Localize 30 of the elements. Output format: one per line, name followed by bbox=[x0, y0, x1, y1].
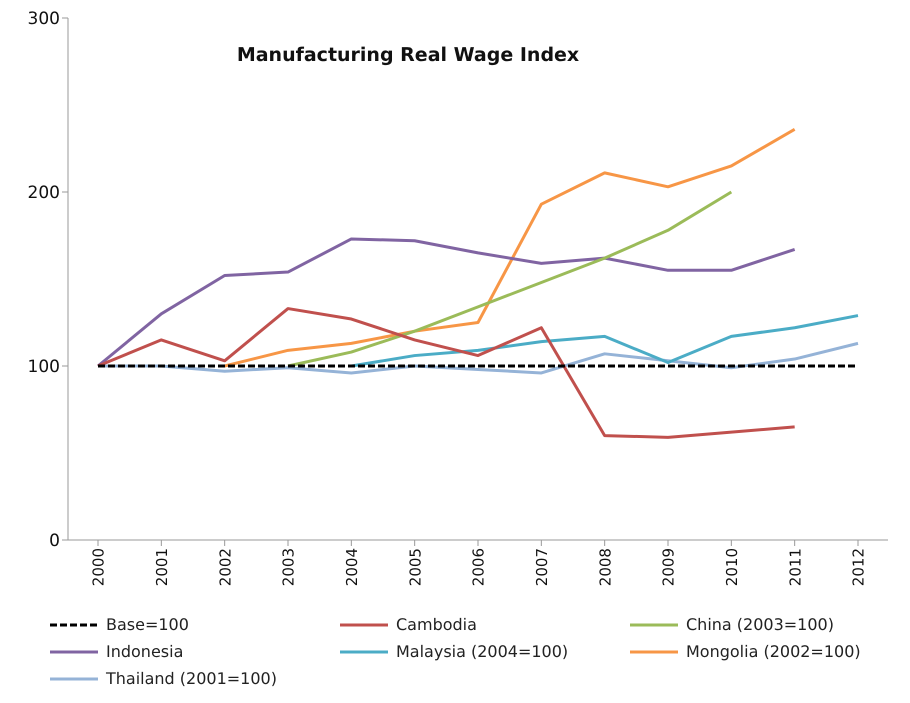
legend-label: Malaysia (2004=100) bbox=[396, 642, 568, 661]
line-series bbox=[223, 128, 796, 368]
legend-label: Thailand (2001=100) bbox=[106, 669, 277, 688]
x-tick-label: 2007 bbox=[532, 548, 551, 586]
x-tick-label: 2008 bbox=[596, 548, 614, 586]
y-tick-label: 300 bbox=[28, 9, 60, 30]
legend-label: Indonesia bbox=[106, 642, 184, 661]
legend-label: China (2003=100) bbox=[686, 615, 834, 634]
legend-label: Base=100 bbox=[106, 615, 189, 634]
x-tick-label: 2003 bbox=[280, 548, 298, 586]
line-series bbox=[350, 314, 860, 368]
x-tick-label: 2004 bbox=[342, 548, 361, 586]
y-tick-label: 100 bbox=[28, 357, 60, 378]
x-tick-label: 2012 bbox=[850, 548, 868, 586]
text: Manufacturing Real Wage Index bbox=[236, 44, 580, 66]
legend-label: Cambodia bbox=[396, 615, 477, 634]
x-tick-label: 2009 bbox=[660, 548, 678, 586]
y-tick-label: 200 bbox=[28, 183, 60, 204]
x-tick-label: 2001 bbox=[152, 548, 171, 586]
x-tick-label: 2000 bbox=[90, 548, 108, 586]
x-tick-label: 2005 bbox=[406, 548, 424, 586]
x-tick-label: 2006 bbox=[470, 548, 488, 586]
y-tick-label: 0 bbox=[49, 531, 60, 552]
line-series bbox=[96, 237, 796, 368]
line-series bbox=[286, 190, 733, 368]
x-tick-label: 2010 bbox=[722, 548, 741, 586]
legend-label: Mongolia (2002=100) bbox=[686, 642, 861, 661]
x-tick-label: 2011 bbox=[786, 548, 804, 586]
line-series bbox=[96, 307, 796, 439]
x-tick-label: 2002 bbox=[216, 548, 234, 586]
